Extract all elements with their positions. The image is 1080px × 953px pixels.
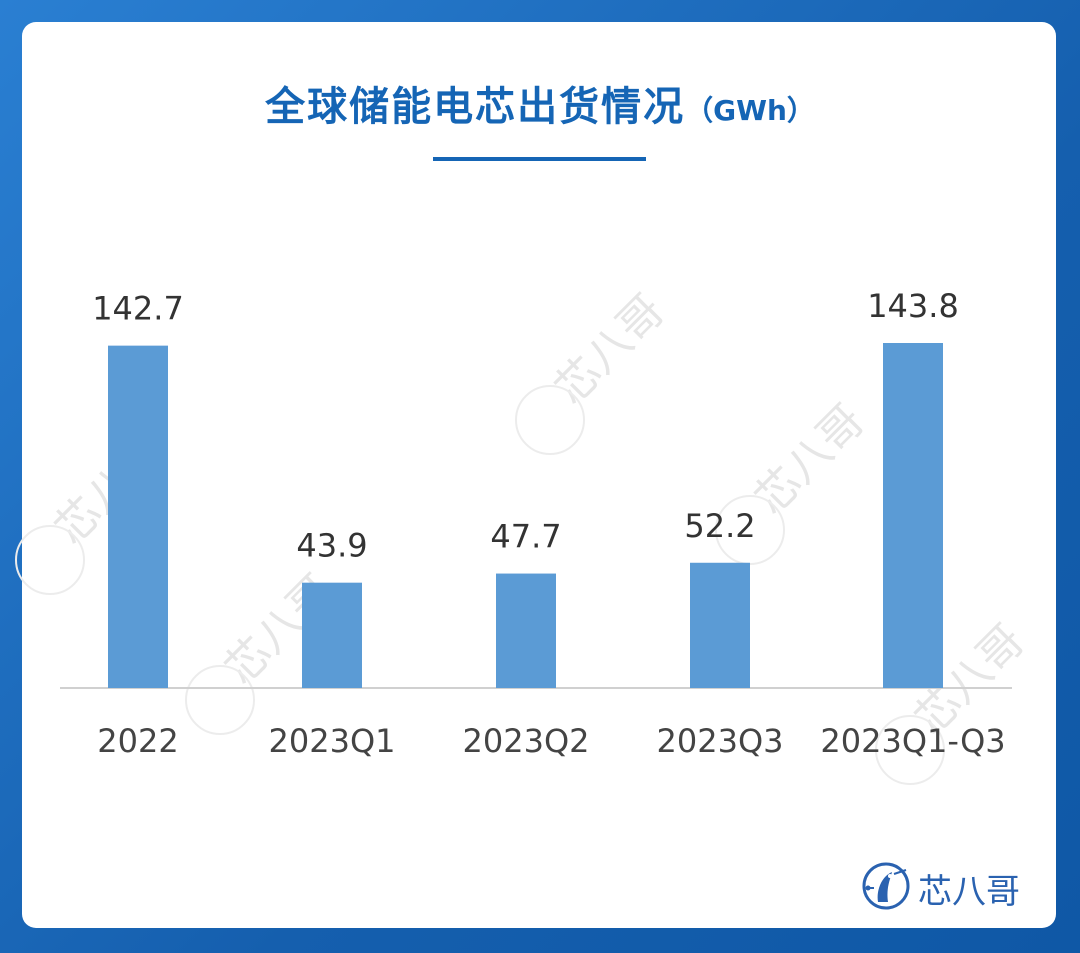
data-label: 142.7	[92, 290, 184, 328]
data-label: 47.7	[490, 518, 561, 556]
brand-logo: 芯八哥	[860, 858, 1040, 914]
bar	[883, 343, 943, 688]
chart-title-main: 全球储能电芯出货情况	[265, 84, 686, 130]
bird-logo-icon	[862, 862, 910, 910]
watermark-text: 芯八哥	[545, 285, 674, 414]
watermark-circle-icon	[515, 385, 585, 455]
data-label: 143.8	[867, 287, 959, 325]
x-tick-label: 2022	[97, 722, 178, 760]
watermark-circle-icon	[875, 715, 945, 785]
watermark-circle-icon	[15, 525, 85, 595]
x-tick-label: 2023Q1	[269, 722, 396, 760]
bar	[690, 562, 750, 688]
bar	[108, 345, 168, 688]
x-tick-label: 2023Q2	[463, 722, 590, 760]
brand-logo-text: 芯八哥	[918, 872, 1020, 912]
data-label: 52.2	[684, 507, 755, 545]
watermark-text: 芯八哥	[745, 395, 874, 524]
watermark-circle-icon	[185, 665, 255, 735]
data-label: 43.9	[296, 527, 367, 565]
bar	[302, 582, 362, 688]
chart-title: 全球储能电芯出货情况（GWh）	[0, 74, 1080, 132]
chart-title-unit: （GWh）	[685, 94, 815, 127]
x-tick-label: 2023Q3	[657, 722, 784, 760]
bar	[496, 573, 556, 688]
title-underline	[433, 157, 646, 161]
x-tick-label: 2023Q1-Q3	[820, 722, 1005, 760]
